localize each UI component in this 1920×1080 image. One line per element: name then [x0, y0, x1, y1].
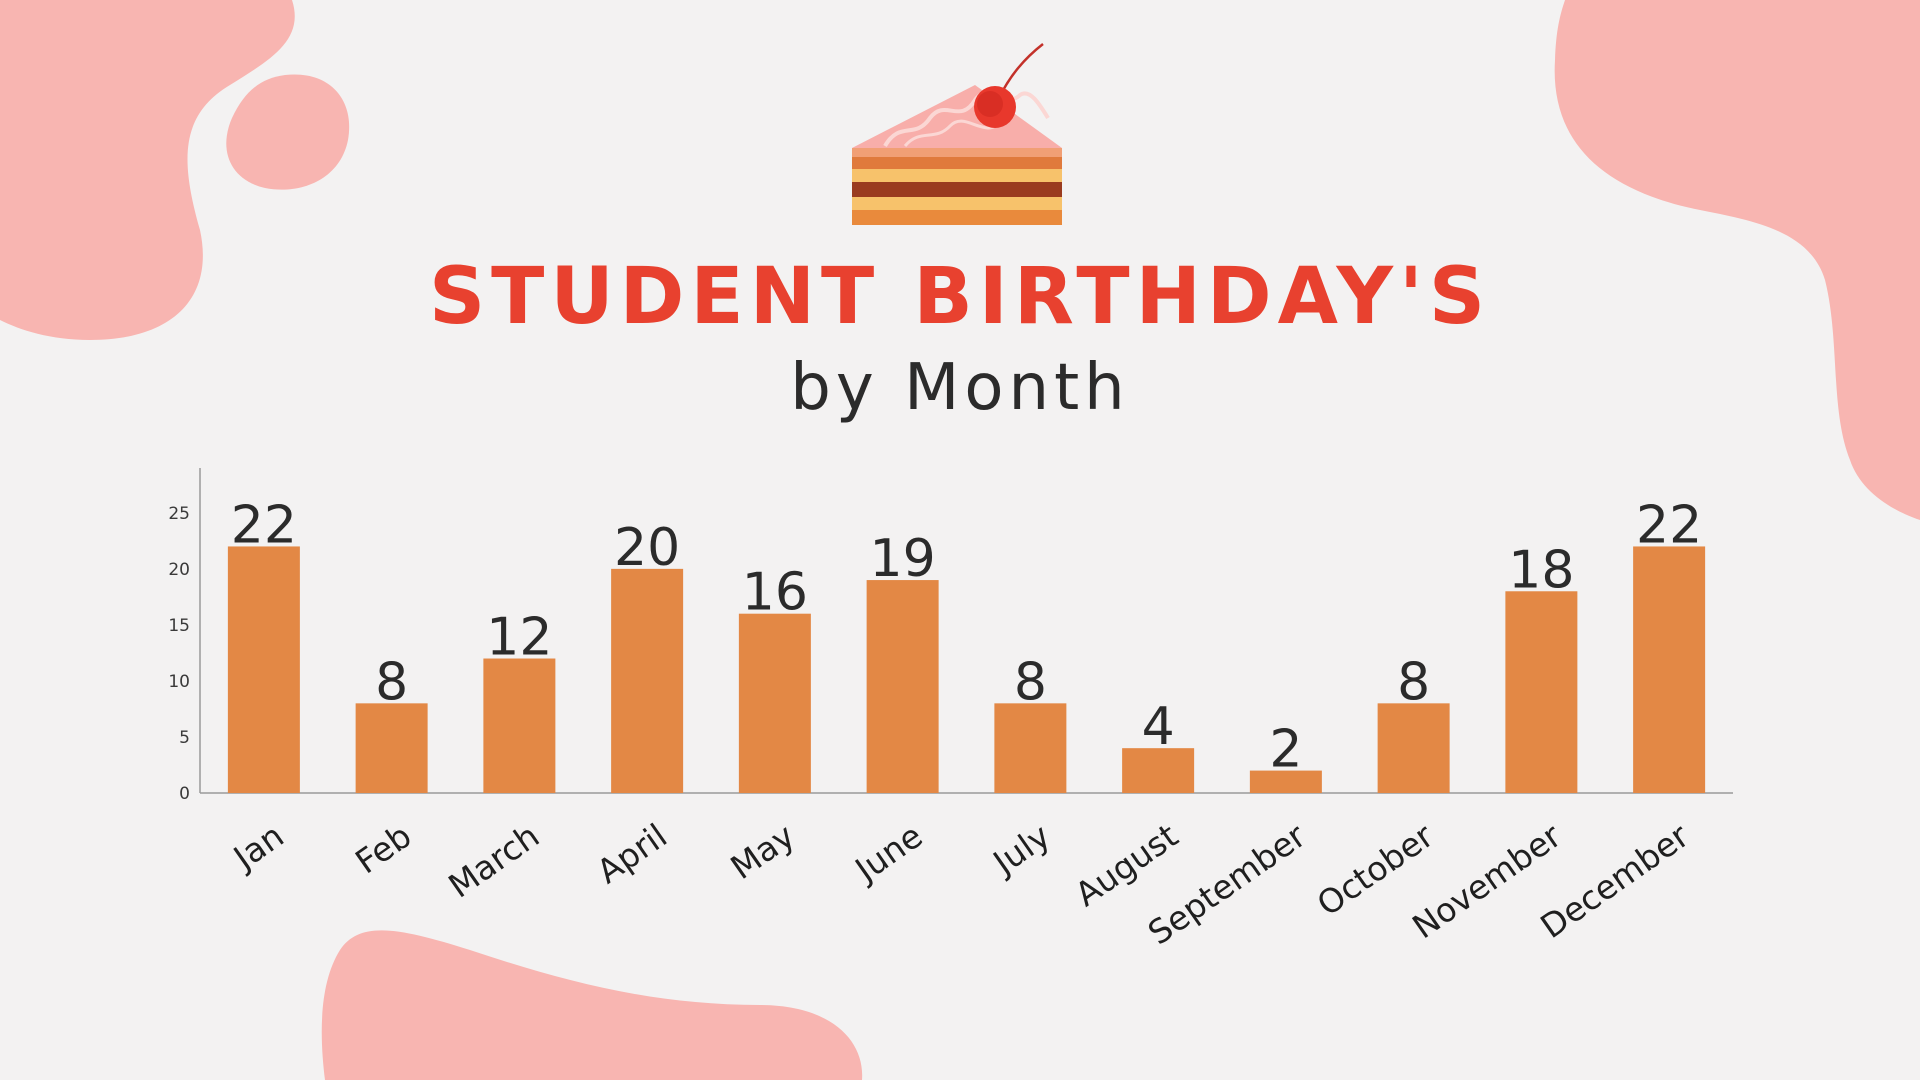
- cake-layer: [852, 169, 1062, 182]
- bar: [1122, 748, 1195, 793]
- x-tick-label: June: [847, 816, 930, 890]
- bar: [738, 613, 811, 793]
- x-tick-label: April: [590, 816, 674, 891]
- bar-value-label: 18: [1508, 540, 1574, 600]
- cake-layer: [852, 157, 1062, 169]
- y-tick-label: 5: [179, 728, 190, 748]
- x-tick-label: March: [441, 816, 546, 906]
- blob-small-circle: [226, 74, 350, 190]
- bar-value-label: 2: [1269, 720, 1302, 780]
- cherry-highlight: [977, 91, 1003, 117]
- bar-value-label: 8: [1014, 652, 1047, 712]
- data-labels: 22 8 12 20 16 19 8 4 2 8 18 22: [231, 495, 1702, 779]
- x-tick-label: July: [985, 816, 1058, 883]
- x-tick-label: Feb: [348, 816, 418, 881]
- bar: [227, 546, 300, 793]
- bar-value-label: 4: [1142, 697, 1175, 757]
- bar-value-label: 22: [1636, 495, 1702, 555]
- bar: [483, 658, 556, 793]
- cake-frosting-swirl-2: [903, 119, 1002, 148]
- y-tick-label: 10: [168, 672, 190, 692]
- blob-top-left: [0, 0, 295, 340]
- blob-bottom: [321, 930, 863, 1080]
- x-tick-label: Jan: [225, 816, 291, 878]
- bar-value-label: 16: [742, 563, 808, 623]
- bar: [355, 703, 428, 793]
- y-tick-label: 15: [168, 616, 190, 636]
- bar: [994, 703, 1067, 793]
- chart-subtitle: by Month: [790, 351, 1130, 425]
- x-tick-label: August: [1068, 816, 1185, 914]
- cake-layer: [852, 197, 1062, 210]
- bar: [1633, 546, 1706, 793]
- cake-layer: [852, 210, 1062, 225]
- x-tick-label: May: [723, 816, 801, 887]
- bars: [227, 546, 1706, 793]
- bar: [1377, 703, 1450, 793]
- bar: [1505, 591, 1578, 793]
- y-tick-label: 20: [168, 560, 190, 580]
- bar-value-label: 8: [1397, 652, 1430, 712]
- blob-top-right: [1554, 0, 1920, 520]
- bar: [611, 568, 684, 793]
- bar: [1249, 770, 1322, 793]
- y-axis: 0 5 10 15 20 25: [168, 468, 1733, 804]
- cake-layer: [852, 182, 1062, 197]
- bar-value-label: 19: [870, 529, 936, 589]
- bar-value-label: 20: [614, 518, 680, 578]
- y-tick-label: 25: [168, 504, 190, 524]
- bar-value-label: 8: [375, 652, 408, 712]
- chart-title: STUDENT BIRTHDAY'S: [428, 252, 1492, 342]
- bar-value-label: 12: [486, 608, 552, 668]
- x-axis-tick-labels: Jan Feb March April May June July AugustSeptemb…: [225, 816, 1696, 953]
- cake-frosting-swirl: [883, 91, 1050, 148]
- cake-layer: [852, 148, 1062, 157]
- bar-value-label: 22: [231, 495, 297, 555]
- y-tick-label: 0: [179, 784, 190, 804]
- bar: [866, 580, 939, 793]
